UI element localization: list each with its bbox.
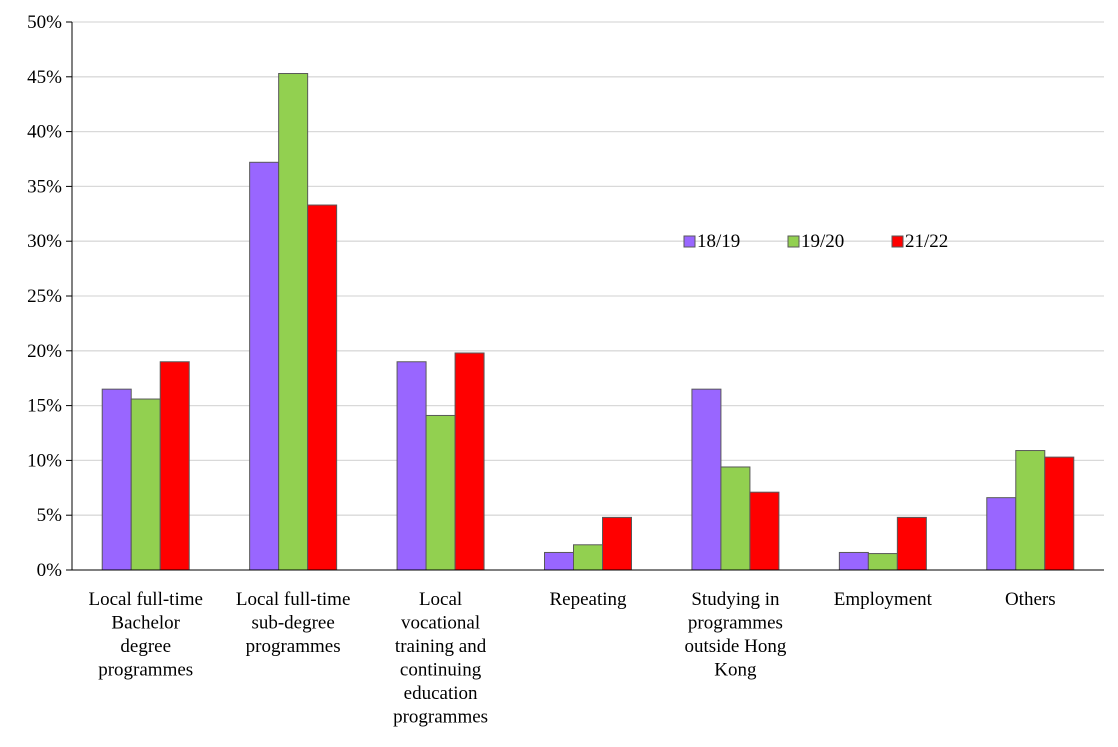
bar-21-22-2 [454,352,485,571]
bar-19-20-3 [573,544,603,571]
bar-18-19-3 [544,551,574,571]
bar-18-19-0 [101,388,132,571]
bar-21-22-6 [1044,456,1075,571]
y-tick-label: 20% [27,341,62,362]
legend-swatch-19-20 [787,235,800,248]
bar-19-20-4 [720,466,751,571]
legend-label: 19/20 [801,231,844,252]
bar-21-22-5 [896,516,927,571]
legend-swatch-18-19 [683,235,696,248]
legend-swatch-21-22 [891,235,904,248]
gridlines [72,21,1104,516]
y-axis: 0% 5% 10% 15% 20% 25% 30% 35% 40% 45% 50% [27,12,73,581]
bar-21-22-0 [159,361,190,571]
bar-21-22-4 [749,491,780,571]
x-category-label: Local vocational training and continuing edu… [393,589,488,728]
legend-label: 18/19 [697,231,740,252]
bar-21-22-1 [307,204,338,571]
x-category-label: Repeating [549,589,627,610]
y-tick-label: 10% [27,450,62,471]
bar-21-22-3 [602,516,632,571]
bar-18-19-1 [249,161,280,571]
y-tick-label: 40% [27,122,62,143]
y-tick-label: 50% [27,12,62,33]
bar-18-19-5 [838,551,869,571]
bar-19-20-1 [278,73,309,571]
bar-18-19-2 [396,361,427,571]
x-category-label: Others [1005,589,1056,610]
bar-19-20-0 [130,398,161,571]
y-tick-label: 30% [27,231,62,252]
y-tick-label: 5% [37,505,63,526]
y-tick-label: 35% [27,176,62,197]
x-category-label: Local full-time sub-degree programmes [236,589,350,657]
bar-19-20-2 [425,414,456,571]
y-tick-label: 45% [27,67,62,88]
legend-label: 21/22 [905,231,948,252]
bars [101,73,1075,571]
x-category-label: Employment [834,589,933,610]
x-category-label: Studying in programmes outside Hong Kong [684,589,786,681]
y-tick-label: 25% [27,286,62,307]
y-tick-label: 0% [37,560,63,581]
bar-19-20-5 [867,553,898,571]
bar-18-19-6 [986,497,1017,571]
bar-19-20-6 [1015,450,1046,571]
legend: 18/19 19/20 21/22 [683,231,948,252]
y-tick-label: 15% [27,396,62,417]
x-category-label: Local full-time Bachelor degree programmes [88,589,202,681]
x-axis: Local full-time Bachelor degree programmes L… [72,569,1104,728]
bar-18-19-4 [691,388,722,571]
